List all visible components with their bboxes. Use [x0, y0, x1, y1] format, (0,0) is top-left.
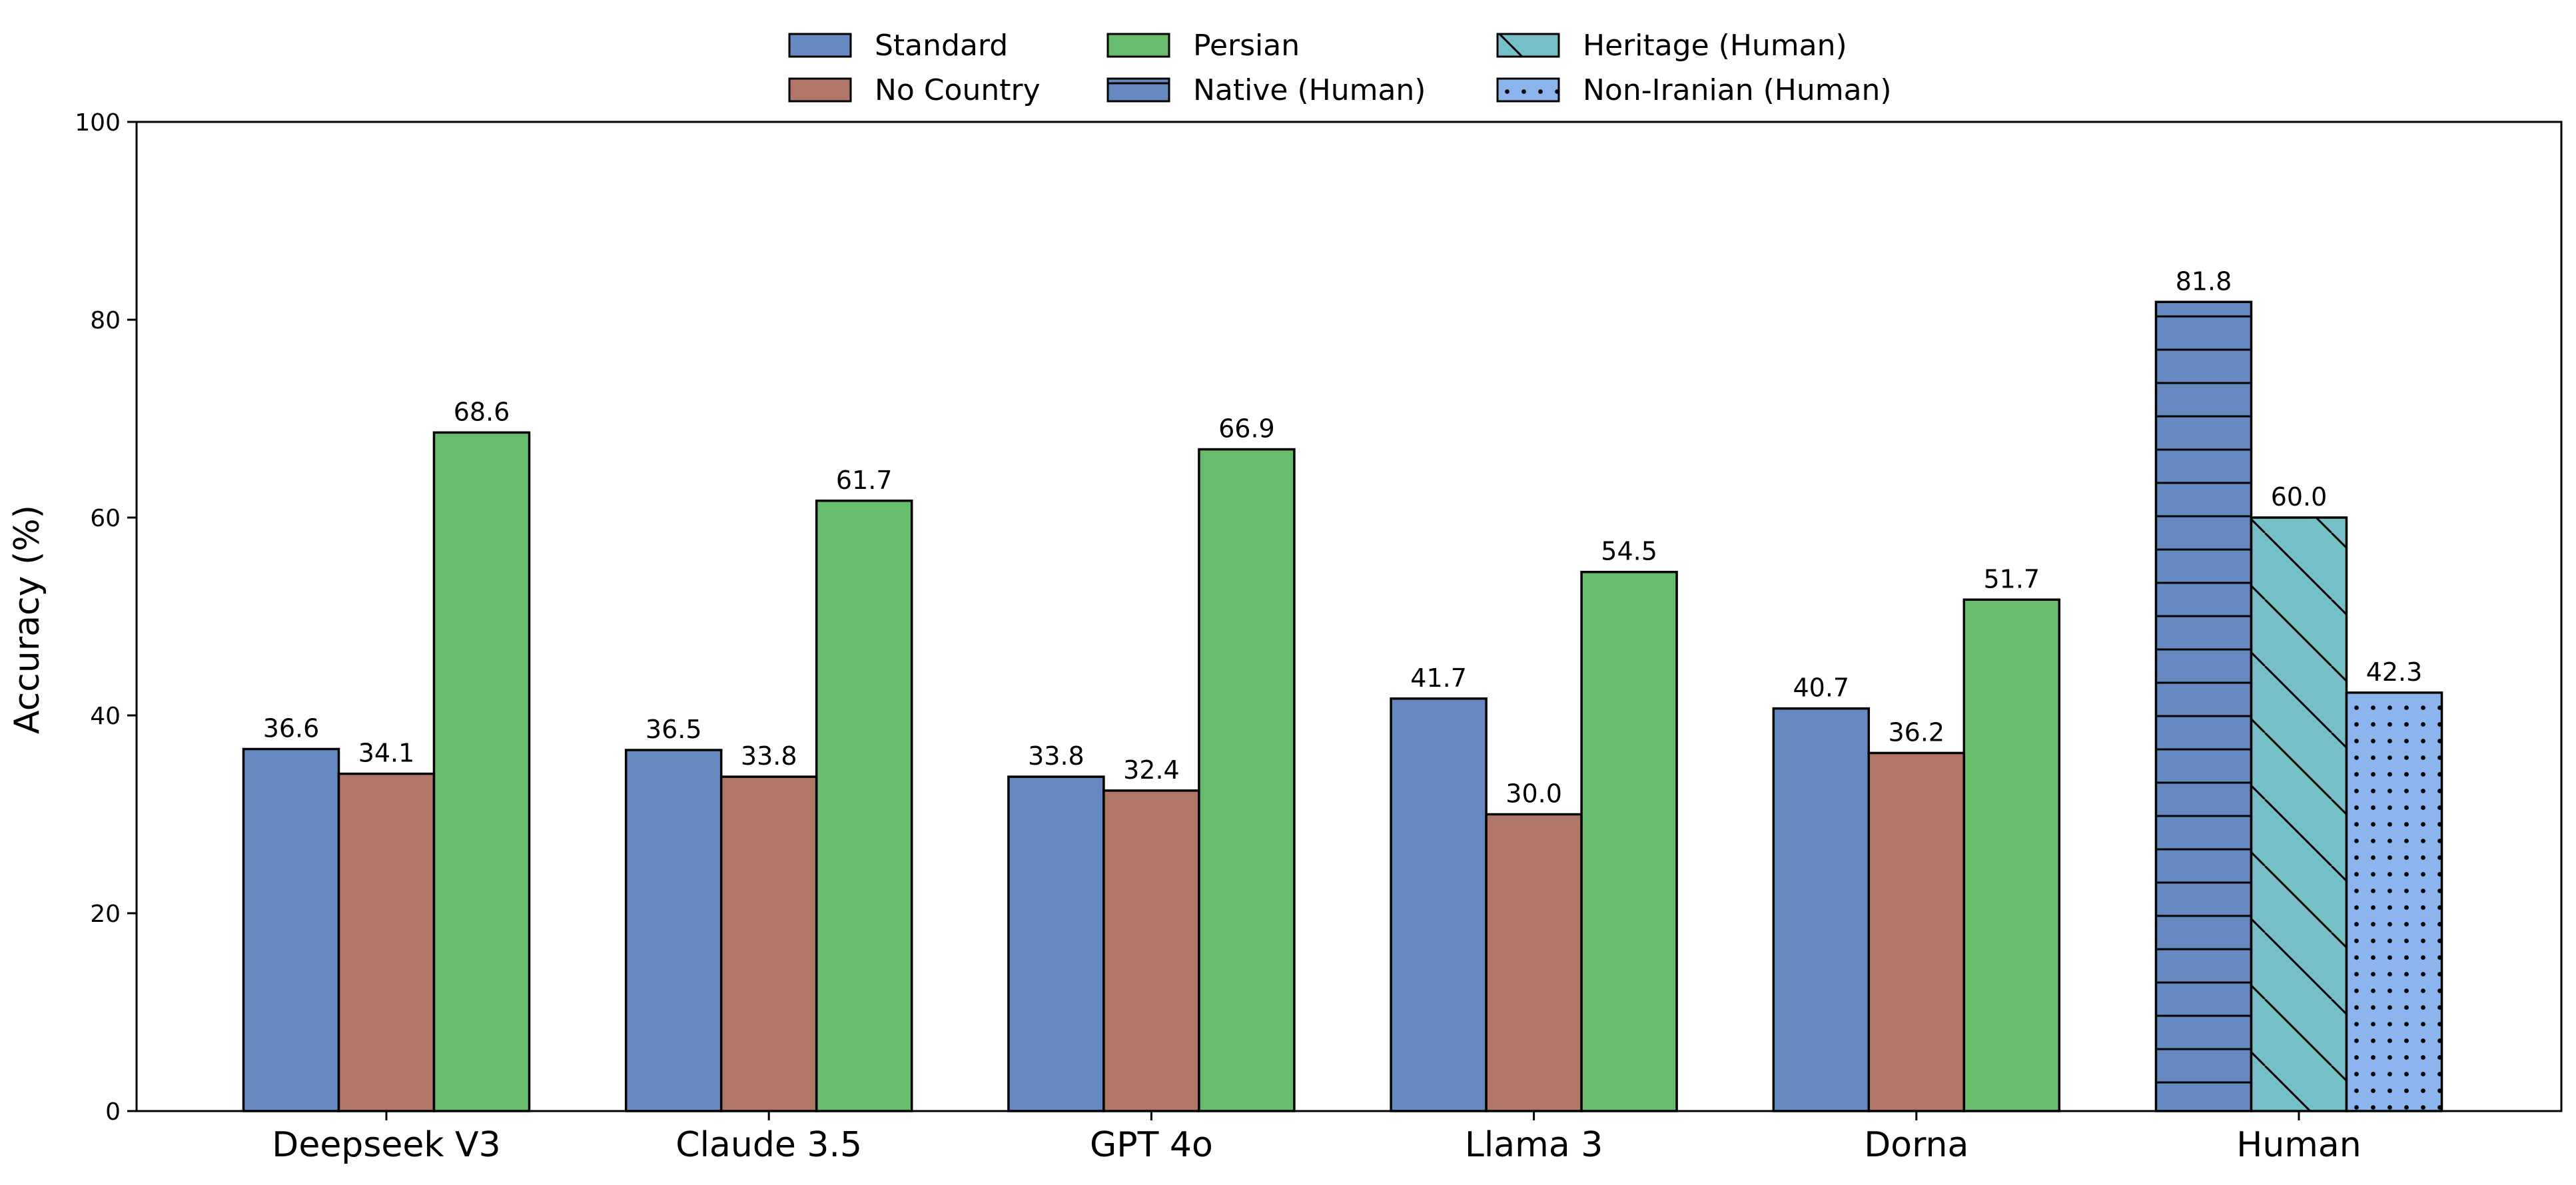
y-tick-label: 40 — [90, 703, 121, 730]
data-label: 33.8 — [741, 741, 797, 771]
bar-hatch-native-human — [2156, 302, 2252, 1111]
x-tick-label: Deepseek V3 — [272, 1125, 500, 1165]
bar-no-country — [1486, 814, 1582, 1111]
x-tick-label: Human — [2236, 1125, 2361, 1165]
data-label: 30.0 — [1505, 779, 1562, 809]
bar-persian — [434, 432, 530, 1111]
bar-standard — [626, 749, 721, 1111]
bar-outline — [432, 431, 531, 1112]
x-tick-label: Dorna — [1864, 1125, 1968, 1165]
x-tick-label: Claude 3.5 — [675, 1125, 862, 1165]
bar-standard — [243, 749, 339, 1111]
bar-hatch-heritage-human — [2251, 518, 2347, 1111]
bar-outline — [1580, 570, 1678, 1112]
y-tick-label: 20 — [90, 901, 121, 928]
y-tick-label: 80 — [90, 307, 121, 334]
data-label: 32.4 — [1123, 755, 1180, 785]
bar-persian — [1198, 449, 1294, 1111]
legend-swatch-outline — [788, 77, 852, 103]
data-label: 51.7 — [1983, 564, 2040, 593]
x-tick-label: GPT 4o — [1090, 1125, 1213, 1165]
data-label: 33.8 — [1028, 741, 1084, 771]
bar-outline — [1962, 598, 2061, 1112]
bar-standard — [1391, 698, 1487, 1111]
legend-label: Standard — [875, 29, 1008, 63]
bar-no-country — [338, 773, 434, 1111]
y-tick-label: 60 — [90, 505, 121, 532]
y-axis: 0 20 40 60 80 100 — [75, 109, 137, 1126]
legend-swatch-outline — [1106, 33, 1170, 58]
bar-persian — [1964, 599, 2060, 1111]
legend-swatch-outline — [1496, 33, 1560, 58]
bar-outline — [815, 500, 913, 1112]
bars — [242, 300, 2443, 1112]
plot-frame — [135, 121, 2563, 1112]
legend-label: Native (Human) — [1193, 73, 1426, 107]
data-label: 40.7 — [1793, 673, 1849, 703]
data-label: 34.1 — [358, 739, 415, 768]
legend-label: No Country — [875, 73, 1041, 107]
bar-outline — [2345, 691, 2443, 1112]
x-tick-label: Llama 3 — [1465, 1125, 1603, 1165]
bar-no-country — [1103, 790, 1199, 1111]
legend-swatch-hatch — [1498, 79, 1559, 101]
bar-standard — [1773, 708, 1869, 1111]
legend-label: Heritage (Human) — [1583, 29, 1847, 63]
legend-swatch-persian — [1108, 34, 1169, 57]
legend-label: Non-Iranian (Human) — [1583, 73, 1892, 107]
data-label: 41.7 — [1410, 663, 1467, 693]
data-labels: 36.6 34.1 68.6 36.5 33.8 61.7 33.8 32.4 66.9 41.7… — [263, 266, 2423, 808]
data-label: 54.5 — [1601, 537, 1657, 566]
legend-swatch-hatch — [1108, 79, 1169, 101]
data-label: 66.9 — [1218, 414, 1275, 444]
legend-label: Persian — [1193, 29, 1300, 63]
bar-persian — [816, 500, 912, 1111]
bar-outline — [1198, 448, 1296, 1112]
legend-swatch-no-country — [789, 79, 851, 101]
data-label: 60.0 — [2271, 482, 2328, 512]
bar-no-country — [1869, 753, 1964, 1111]
data-label: 81.8 — [2176, 266, 2232, 296]
data-label: 36.2 — [1888, 717, 1944, 747]
x-axis: Deepseek V3 Claude 3.5 GPT 4o Llama 3 Dorna H… — [272, 1111, 2361, 1165]
bar-persian — [1581, 572, 1677, 1111]
bar-standard — [1008, 777, 1104, 1111]
data-label: 36.6 — [263, 713, 320, 743]
y-axis-title: Accuracy (%) — [7, 505, 47, 734]
bar-no-country — [721, 777, 817, 1111]
legend-swatch-outline — [1106, 77, 1170, 103]
legend: Standard No Country Persian Native (Human) H… — [788, 29, 1892, 107]
data-label: 36.5 — [645, 715, 702, 744]
legend-swatch-outline — [1496, 77, 1560, 103]
bar-hatch-non-iranian-human — [2346, 692, 2442, 1111]
legend-swatch-outline — [788, 33, 852, 58]
legend-swatch-standard — [789, 34, 851, 57]
data-label: 61.7 — [836, 466, 893, 495]
y-tick-label: 0 — [105, 1098, 121, 1126]
y-tick-label: 100 — [75, 109, 121, 137]
data-label: 42.3 — [2366, 657, 2423, 687]
legend-swatch-hatch — [1498, 34, 1559, 57]
data-label: 68.6 — [454, 397, 510, 426]
